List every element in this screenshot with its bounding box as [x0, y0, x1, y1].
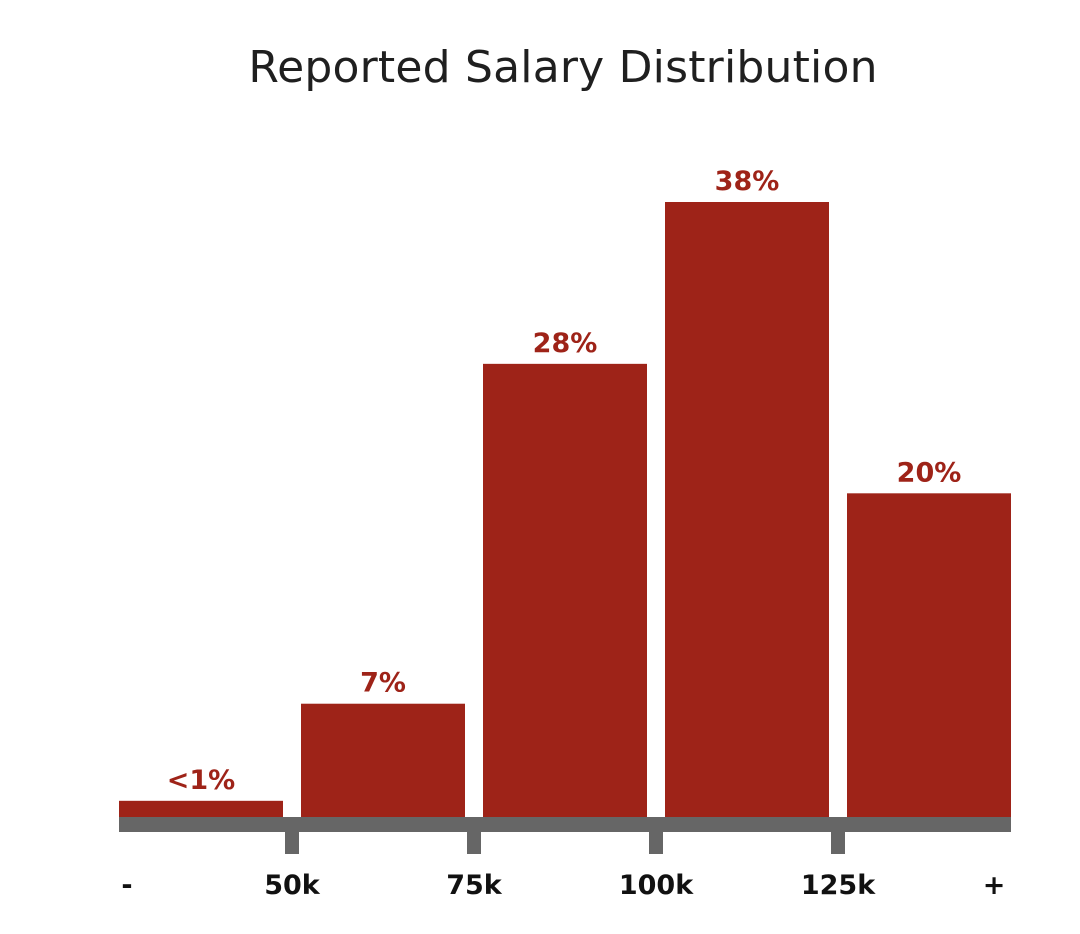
bar-5: [847, 493, 1011, 817]
tick-label-6: +: [983, 870, 1006, 901]
bar-4: [665, 202, 829, 817]
tick-mark-1: [285, 817, 299, 854]
tick-labels: - 50k 75k 100k 125k +: [121, 870, 1005, 901]
data-label-4: 38%: [715, 166, 780, 197]
tick-label-3: 75k: [446, 870, 503, 901]
data-label-1: <1%: [167, 765, 235, 796]
data-label-2: 7%: [360, 668, 406, 699]
bars-layer: [119, 202, 1011, 817]
data-label-5: 20%: [897, 457, 962, 488]
data-labels: <1% 7% 28% 38% 20%: [167, 166, 962, 796]
data-label-3: 28%: [533, 328, 598, 359]
x-axis: [119, 817, 1011, 854]
chart-title: Reported Salary Distribution: [248, 42, 878, 93]
bar-1: [119, 800, 283, 817]
bar-2: [301, 703, 465, 817]
tick-mark-2: [467, 817, 481, 854]
tick-label-1: -: [121, 870, 132, 901]
tick-mark-3: [649, 817, 663, 854]
tick-label-4: 100k: [619, 870, 694, 901]
tick-label-5: 125k: [801, 870, 876, 901]
tick-label-2: 50k: [264, 870, 321, 901]
tick-mark-4: [831, 817, 845, 854]
bar-3: [483, 363, 647, 817]
axis-line: [119, 817, 1011, 832]
